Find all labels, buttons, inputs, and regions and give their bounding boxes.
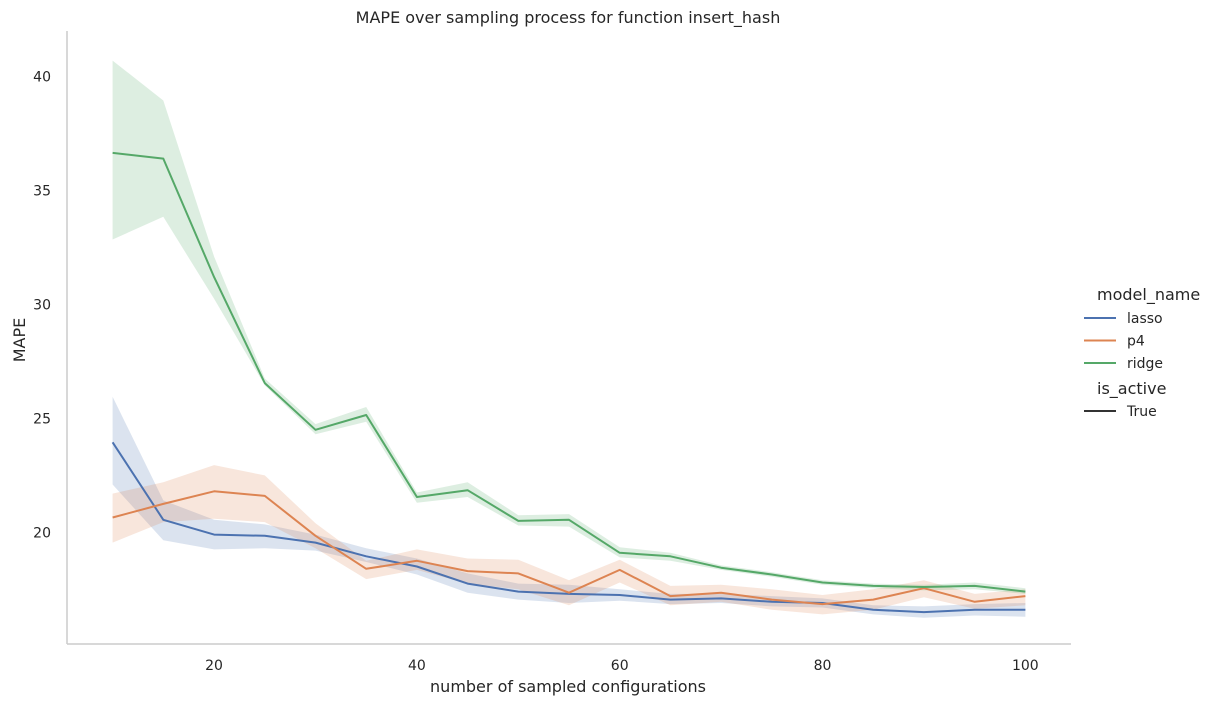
series-line-p4	[112, 490, 1026, 606]
legend-label-ridge: ridge	[1127, 356, 1163, 372]
y-axis-label: MAPE	[10, 318, 29, 363]
plot-area	[111, 60, 1026, 618]
y-tick-label: 35	[33, 184, 51, 200]
legend-label-p4: p4	[1127, 334, 1145, 350]
x-tick-label: 20	[205, 658, 223, 674]
y-tick-label: 20	[33, 525, 51, 541]
x-tick-label: 100	[1012, 658, 1039, 674]
x-ticks: 20 40 60 80 100	[205, 658, 1039, 674]
legend-title-is-active: is_active	[1097, 379, 1166, 399]
y-tick-label: 30	[33, 297, 51, 313]
chart-title: MAPE over sampling process for function …	[356, 8, 781, 28]
series-line-ridge	[112, 151, 1026, 593]
y-ticks: 20 25 30 35 40	[33, 70, 51, 542]
x-tick-label: 40	[408, 658, 426, 674]
series-line-lasso	[111, 441, 1026, 614]
legend-title-model-name: model_name	[1097, 285, 1200, 305]
ci-band-p4	[112, 465, 1026, 615]
legend-label-lasso: lasso	[1127, 311, 1163, 327]
legend-label-is-active: True	[1126, 404, 1157, 420]
y-tick-label: 25	[33, 411, 51, 427]
x-tick-label: 60	[611, 658, 629, 674]
x-tick-label: 80	[814, 658, 832, 674]
y-tick-label: 40	[33, 70, 51, 86]
x-axis-label: number of sampled configurations	[430, 677, 706, 696]
